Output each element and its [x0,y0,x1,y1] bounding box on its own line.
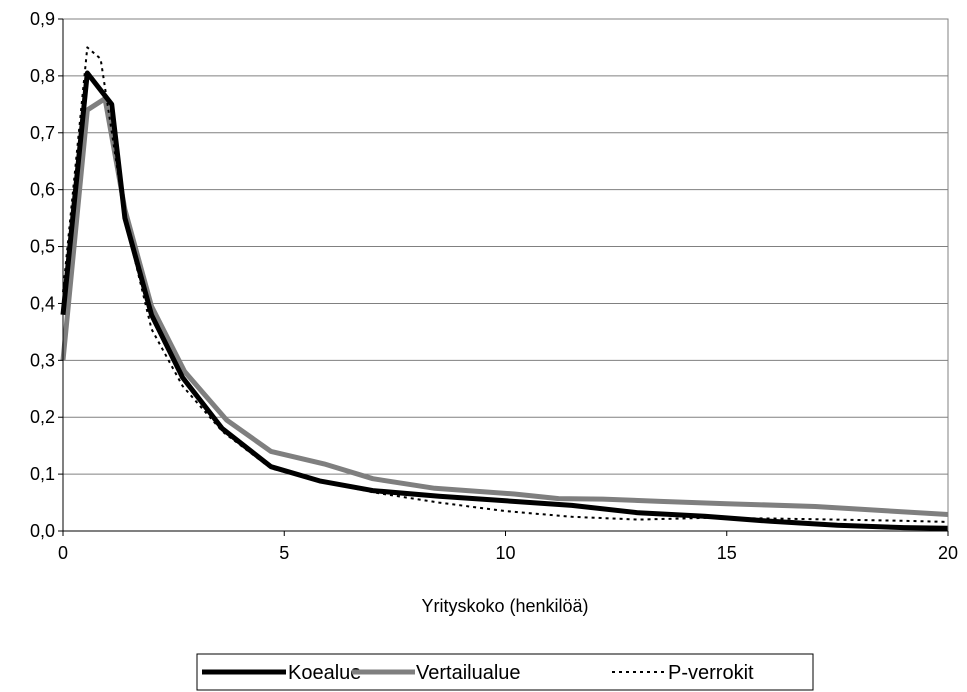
y-tick-label: 0,5 [30,237,55,257]
x-tick-label: 5 [279,543,289,563]
y-tick-label: 0,2 [30,407,55,427]
x-tick-label: 15 [717,543,737,563]
x-tick-label: 10 [495,543,515,563]
x-tick-label: 0 [58,543,68,563]
y-tick-label: 0,1 [30,464,55,484]
legend: Koealue Vertailualue P-verrokit [196,653,814,691]
x-tick-label: 20 [938,543,958,563]
y-tick-labels: 0,0 0,1 0,2 0,3 0,4 0,5 0,6 0,7 0,8 0,9 [30,9,55,541]
y-tick-label: 0,8 [30,66,55,86]
legend-label: Koealue [288,662,361,684]
y-tick-label: 0,4 [30,293,55,313]
y-tick-label: 0,9 [30,9,55,29]
series-line-p-verrokit [62,46,949,523]
gridlines [63,18,948,475]
series-line-koealue [60,70,949,531]
y-tick-label: 0,0 [30,521,55,541]
y-tick-label: 0,7 [30,123,55,143]
plot-border [62,18,949,532]
x-axis-title: Yrityskoko (henkilöä) [421,596,588,616]
x-tick-labels: 0 5 10 15 20 [58,543,958,563]
legend-box [196,653,814,691]
series-line-vertailualue [60,96,949,517]
series-lines [60,46,949,531]
axes [58,18,949,536]
y-tick-label: 0,6 [30,180,55,200]
legend-label: P-verrokit [668,662,754,684]
y-tick-label: 0,3 [30,350,55,370]
legend-label: Vertailualue [416,662,521,684]
